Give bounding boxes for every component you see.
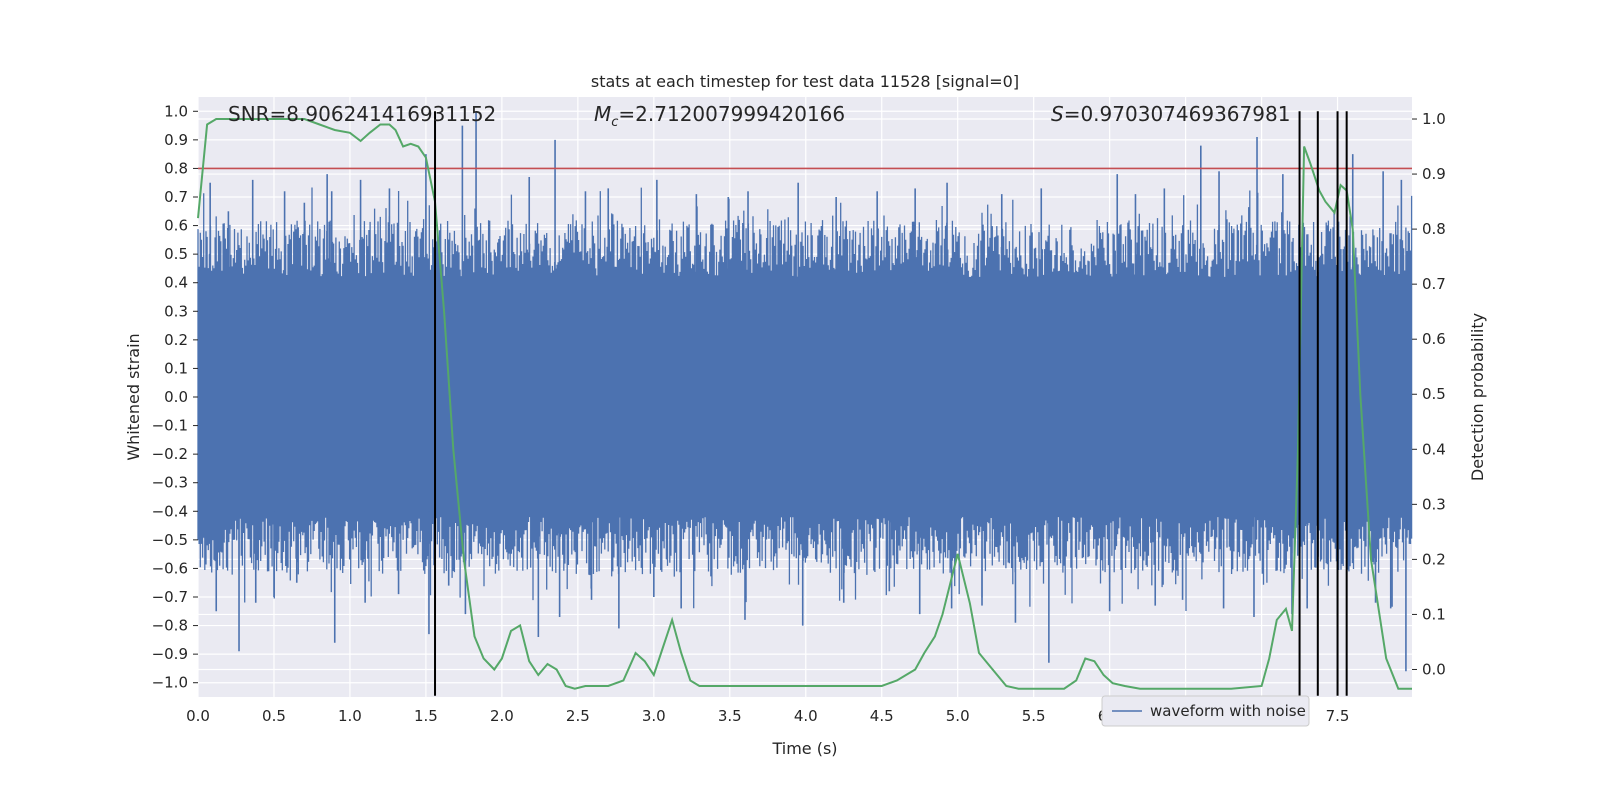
y-tick-label-left: 0.9 (164, 131, 188, 149)
legend-label: waveform with noise (1150, 702, 1306, 720)
y-tick-label-right: 0.8 (1422, 220, 1446, 238)
waveform-series (197, 111, 1413, 672)
s-value: =0.970307469367981 (1064, 102, 1291, 126)
y-tick-label-right: 0.1 (1422, 605, 1446, 623)
y-tick-label-left: 1.0 (164, 102, 188, 120)
snr-annotation: SNR=8.906241416931152 (228, 102, 496, 126)
probability-line (197, 118, 1412, 690)
x-tick-label: 4.0 (794, 707, 818, 725)
y-tick-label-left: −0.7 (152, 588, 188, 606)
x-axis-label: Time (s) (771, 739, 837, 758)
x-tick-label: 3.0 (642, 707, 666, 725)
legend-box (1101, 695, 1310, 727)
x-tick-label: 0.0 (186, 707, 210, 725)
x-tick-label: 1.5 (414, 707, 438, 725)
x-tick-label: 3.5 (718, 707, 742, 725)
axis-ticks: 0.00.51.01.52.02.53.03.54.04.55.05.56.06… (152, 102, 1446, 725)
x-tick-label: 4.5 (870, 707, 894, 725)
x-tick-label: 2.5 (566, 707, 590, 725)
vertical-markers (434, 111, 1348, 696)
y-tick-label-left: −0.6 (152, 559, 188, 577)
probability-series (197, 118, 1412, 690)
x-tick-label: 2.0 (490, 707, 514, 725)
mc-annotation: Mc=2.712007999420166 (594, 102, 845, 130)
y-axis-label-right: Detection probability (1468, 313, 1487, 481)
y-tick-label-right: 0.6 (1422, 330, 1446, 348)
y-tick-label-left: 0.1 (164, 359, 188, 377)
y-tick-label-left: −0.5 (152, 531, 188, 549)
legend: waveform with noise (1101, 695, 1310, 727)
y-tick-label-right: 0.5 (1422, 385, 1446, 403)
y-axis-label-left: Whitened strain (124, 333, 143, 460)
x-tick-label: 7.5 (1326, 707, 1350, 725)
y-tick-label-left: −0.9 (152, 645, 188, 663)
y-tick-label-left: 0.6 (164, 217, 188, 235)
y-tick-label-left: −0.4 (152, 502, 188, 520)
waveform-fringe (197, 187, 1413, 611)
y-tick-label-right: 0.9 (1422, 165, 1446, 183)
y-tick-label-left: 0.3 (164, 302, 188, 320)
mc-subscript: c (611, 115, 618, 130)
x-tick-label: 1.0 (338, 707, 362, 725)
s-annotation: S=0.970307469367981 (1051, 102, 1290, 126)
y-tick-label-left: 0.4 (164, 274, 188, 292)
y-tick-label-left: 0.5 (164, 245, 188, 263)
chart-title: stats at each timestep for test data 115… (591, 72, 1019, 91)
s-symbol: S (1051, 102, 1064, 126)
y-tick-label-right: 0.4 (1422, 440, 1446, 458)
x-tick-label: 0.5 (262, 707, 286, 725)
y-tick-label-left: −0.2 (152, 445, 188, 463)
y-tick-label-right: 1.0 (1422, 110, 1446, 128)
y-tick-label-right: 0.2 (1422, 550, 1446, 568)
y-tick-label-right: 0.7 (1422, 275, 1446, 293)
y-tick-label-right: 0.3 (1422, 495, 1446, 513)
mc-value: =2.712007999420166 (618, 102, 845, 126)
y-tick-label-left: 0.8 (164, 159, 188, 177)
y-tick-label-left: 0.2 (164, 331, 188, 349)
x-tick-label: 5.5 (1022, 707, 1046, 725)
x-tick-label: 5.0 (946, 707, 970, 725)
y-tick-label-left: −1.0 (152, 674, 188, 692)
mc-symbol: M (594, 102, 611, 126)
y-tick-label-left: −0.1 (152, 417, 188, 435)
y-tick-label-left: −0.8 (152, 617, 188, 635)
y-tick-label-right: 0.0 (1422, 660, 1446, 678)
y-tick-label-left: 0.0 (164, 388, 188, 406)
y-tick-label-left: 0.7 (164, 188, 188, 206)
y-tick-label-left: −0.3 (152, 474, 188, 492)
